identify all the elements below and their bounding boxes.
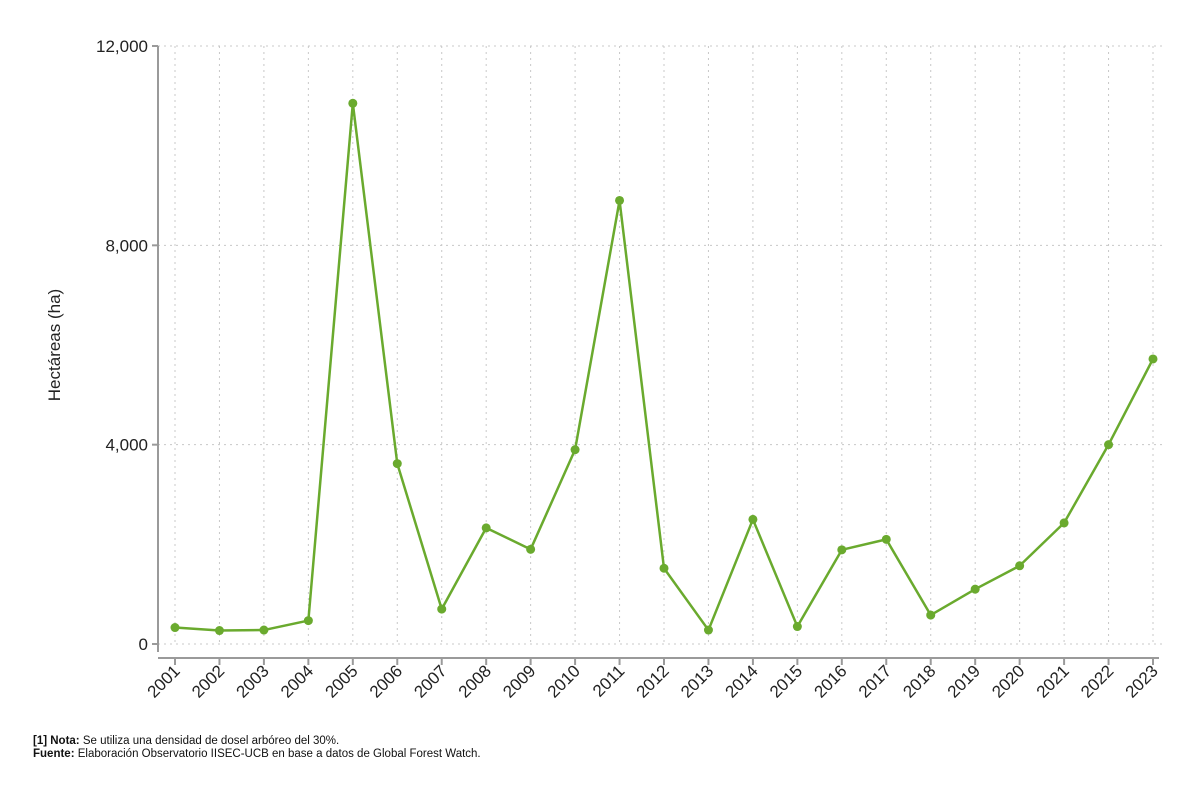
x-axis-ticks: 2001 2002 2003 2004 2005 2006 2007 2008 2009 2010… [144,658,1162,702]
y-tick-label: 8,000 [105,236,148,255]
x-tick-label: 2013 [677,661,717,701]
data-point [837,545,847,555]
data-point [481,523,491,533]
note-label: [1] Nota: [33,735,80,747]
data-point [526,544,536,554]
x-tick-label: 2010 [544,661,584,701]
data-point [615,195,625,205]
x-tick-label: 2009 [499,661,539,701]
note-line: [1] Nota: Se utiliza una densidad de dos… [33,735,481,748]
data-point [259,625,269,635]
data-point [792,622,802,632]
x-tick-label: 2005 [321,661,361,701]
data-point [1104,440,1114,450]
x-tick-label: 2004 [277,661,317,701]
data-point [659,563,669,573]
x-tick-label: 2019 [944,661,984,701]
data-point [214,626,224,636]
x-tick-label: 2023 [1122,661,1162,701]
data-point [303,616,313,626]
x-tick-label: 2003 [233,661,273,701]
data-point [437,604,447,614]
data-point [348,98,358,108]
x-tick-label: 2015 [766,661,806,701]
x-tick-label: 2008 [455,661,495,701]
note-text: Se utiliza una densidad de dosel arbóreo… [79,735,340,747]
x-tick-label: 2018 [899,661,939,701]
footnotes: [1] Nota: Se utiliza una densidad de dos… [33,735,481,761]
data-point [1015,561,1025,571]
data-point [926,610,936,620]
x-tick-label: 2012 [633,661,673,701]
y-tick-label: 12,000 [96,37,148,56]
grid-lines [158,45,1165,645]
y-tick-label: 4,000 [105,436,148,455]
data-point [1148,354,1158,364]
data-point [570,445,580,455]
x-tick-label: 2017 [855,661,895,701]
data-series [170,98,1158,636]
x-tick-label: 2022 [1077,661,1117,701]
x-tick-label: 2020 [988,661,1028,701]
x-tick-label: 2011 [589,661,628,700]
data-point [881,534,891,544]
y-tick-label: 0 [139,635,148,654]
x-tick-label: 2014 [722,661,762,701]
data-point [392,459,402,469]
axes [157,46,1159,659]
data-point [748,514,758,524]
y-axis-label: Hectáreas (ha) [45,289,64,401]
data-point [1059,518,1069,528]
x-tick-label: 2007 [410,661,450,701]
x-tick-label: 2006 [366,661,406,701]
x-tick-label: 2002 [188,661,228,701]
source-text: Elaboración Observatorio IISEC-UCB en ba… [74,748,481,760]
data-point [970,584,980,594]
source-label: Fuente: [33,748,75,760]
data-point [170,623,180,633]
x-tick-label: 2021 [1033,661,1073,701]
source-line: Fuente: Elaboración Observatorio IISEC-U… [33,748,481,761]
x-tick-label: 2016 [810,661,850,701]
data-point [703,625,713,635]
x-tick-label: 2001 [144,661,184,701]
y-axis-ticks: 0 4,000 8,000 12,000 [96,37,158,654]
